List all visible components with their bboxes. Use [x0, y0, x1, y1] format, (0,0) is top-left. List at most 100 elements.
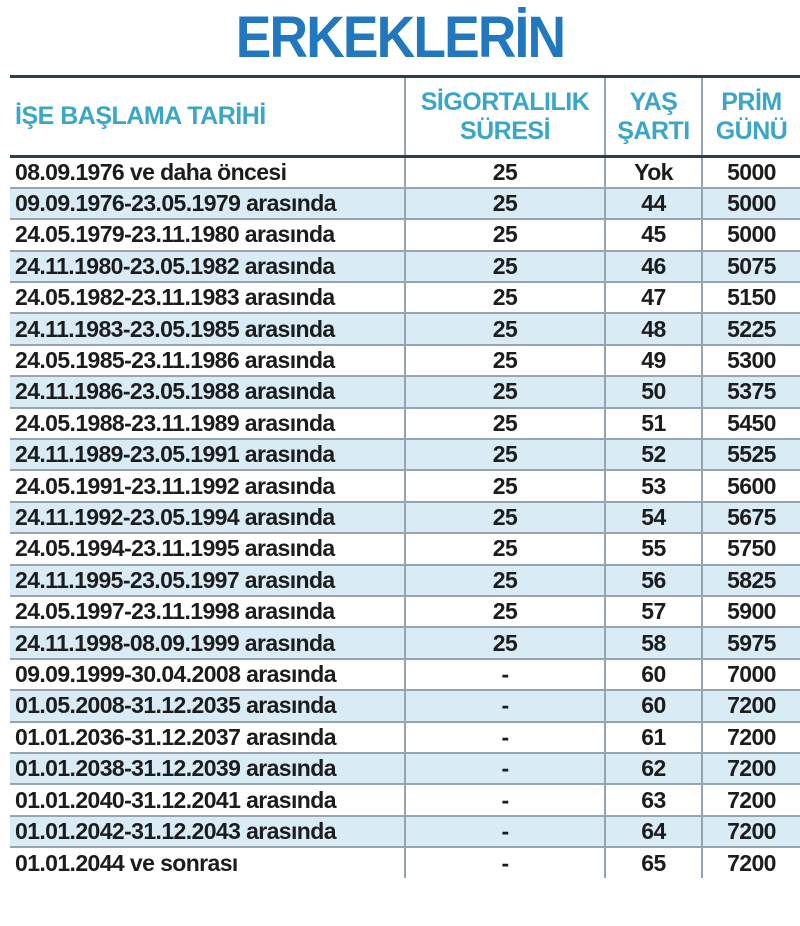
cell-insurance-period: -	[404, 751, 605, 785]
cell-start-date: 24.11.1983-23.05.1985 arasında	[10, 312, 405, 345]
cell-insurance-period: 25	[404, 532, 605, 565]
table-row: 24.05.1979-23.11.1980 arasında 25 45 5000	[10, 218, 800, 251]
cell-premium-days: 7000	[701, 657, 800, 691]
cell-start-date: 24.05.1994-23.11.1995 arasında	[10, 532, 405, 565]
cell-premium-days: 7200	[701, 783, 800, 816]
table-row: 24.11.1995-23.05.1997 arasında 25 56 5825	[10, 563, 800, 596]
cell-age-requirement: 65	[604, 846, 702, 879]
cell-start-date: 09.09.1999-30.04.2008 arasında	[10, 657, 405, 691]
page-title: ERKEKLERİN	[235, 5, 566, 70]
cell-start-date: 09.09.1976-23.05.1979 arasında	[10, 186, 405, 220]
cell-start-date: 01.01.2036-31.12.2037 arasında	[10, 720, 405, 753]
cell-start-date: 08.09.1976 ve daha öncesi	[15, 158, 287, 185]
cell-start-date: 24.11.1992-23.05.1994 arasında	[10, 500, 405, 534]
cell-premium-days: 5000	[701, 156, 800, 188]
cell-insurance-period: 25	[404, 469, 605, 502]
cell-age-requirement: 52	[604, 438, 702, 471]
cell-age-requirement: 60	[604, 657, 702, 691]
cell-age-requirement: 54	[604, 500, 702, 534]
table-row: 24.05.1991-23.11.1992 arasında 25 53 5600	[10, 469, 800, 502]
cell-start-date: 24.05.1979-23.11.1980 arasında	[10, 218, 405, 251]
cell-start-date: 01.01.2044 ve sonrası	[10, 846, 405, 879]
table-row: 24.05.1997-23.11.1998 arasında 25 57 5900	[10, 594, 800, 628]
table-row: 01.01.2038-31.12.2039 arasında -62 7200	[10, 751, 800, 785]
cell-age-requirement: 47	[604, 281, 702, 314]
cell-insurance-period: 25	[404, 438, 605, 471]
cell-age-requirement: 48	[604, 312, 702, 345]
cell-insurance-period: 25	[404, 375, 605, 408]
cell-age-requirement: 44	[604, 186, 702, 220]
cell-age-requirement: 50	[604, 375, 702, 408]
cell-insurance-period: 25	[404, 312, 605, 345]
cell-start-date: 24.05.1991-23.11.1992 arasında	[10, 469, 405, 502]
table-header: İŞE BAŞLAMA TARİHİ SİGORTALILIK SÜRESİ Y…	[10, 76, 800, 158]
table-row: 09.09.1999-30.04.2008 arasında -60 7000	[10, 657, 800, 691]
cell-insurance-period: 25	[404, 563, 605, 596]
cell-premium-days: 7200	[701, 751, 800, 785]
cell-start-date: 24.05.1997-23.11.1998 arasında	[10, 594, 405, 628]
cell-start-date: 01.01.2042-31.12.2043 arasında	[10, 814, 405, 848]
table-row: 01.01.2036-31.12.2037 arasında -61 7200	[10, 720, 800, 753]
cell-age-requirement: 61	[604, 720, 702, 753]
cell-premium-days: 5075	[701, 249, 800, 283]
table-row: 24.05.1985-23.11.1986 arasında 25 49 5300	[10, 343, 800, 377]
cell-premium-days: 5450	[701, 406, 800, 440]
cell-age-requirement: 53	[604, 469, 702, 502]
cell-age-requirement: 64	[604, 814, 702, 848]
table-row: 24.11.1983-23.05.1985 arasında 25 48 5225	[10, 312, 800, 345]
cell-insurance-period: 25	[404, 186, 605, 220]
cell-insurance-period: -	[404, 720, 605, 753]
cell-premium-days: 5375	[701, 375, 800, 408]
cell-premium-days: 5225	[701, 312, 800, 345]
cell-insurance-period: -	[404, 783, 605, 816]
cell-insurance-period: 25	[404, 594, 605, 628]
header-insurance-period: SİGORTALILIK SÜRESİ	[404, 76, 605, 158]
cell-age-requirement: 56	[604, 563, 702, 596]
cell-age-requirement: 63	[604, 783, 702, 816]
cell-age-requirement: 60	[604, 689, 702, 722]
cell-insurance-period: 25	[404, 249, 605, 283]
header-premium-days: PRİM GÜNÜ	[701, 76, 800, 158]
cell-start-date: 24.11.1998-08.09.1999 arasında	[10, 626, 405, 659]
table-row: 24.05.1988-23.11.1989 arasında 25 51 5450	[10, 406, 800, 440]
cell-start-date: 01.01.2040-31.12.2041 arasında	[10, 783, 405, 816]
cell-premium-days: 5975	[701, 626, 800, 659]
cell-insurance-period: 25	[404, 406, 605, 440]
cell-insurance-period: 25	[404, 343, 605, 377]
cell-insurance-period: 25	[404, 281, 605, 314]
cell-age-requirement: 49	[604, 343, 702, 377]
cell-age-requirement: 55	[604, 532, 702, 565]
cell-insurance-period: -	[404, 846, 605, 879]
cell-age-requirement: 45	[604, 218, 702, 251]
cell-start-date: 24.05.1982-23.11.1983 arasında	[10, 281, 405, 314]
cell-age-requirement: 62	[604, 751, 702, 785]
cell-age-requirement: Yok	[604, 156, 702, 188]
cell-premium-days: 5675	[701, 500, 800, 534]
cell-age-requirement: 46	[604, 249, 702, 283]
table-body: 08.09.1976 ve daha öncesi 25 Yok 5000 09.09.…	[10, 156, 800, 879]
cell-start-date: 01.01.2038-31.12.2039 arasında	[10, 751, 405, 785]
table-row: 01.01.2042-31.12.2043 arasında -64 7200	[10, 814, 800, 848]
cell-start-date: 24.11.1995-23.05.1997 arasında	[10, 563, 405, 596]
table-row: 24.11.1989-23.05.1991 arasında 25 52 5525	[10, 438, 800, 471]
table-row: 09.09.1976-23.05.1979 arasında 25 44 5000	[10, 186, 800, 220]
cell-age-requirement: 51	[604, 406, 702, 440]
cell-insurance-period: 25	[404, 500, 605, 534]
cell-start-date: 24.05.1985-23.11.1986 arasında	[10, 343, 405, 377]
cell-insurance-period: 25	[404, 156, 605, 188]
header-start-date: İŞE BAŞLAMA TARİHİ	[10, 76, 405, 158]
table-row: 24.11.1986-23.05.1988 arasında 25 50 5375	[10, 375, 800, 408]
cell-premium-days: 5600	[701, 469, 800, 502]
table-row: 24.05.1982-23.11.1983 arasında 25 47 5150	[10, 281, 800, 314]
cell-start-date: 24.05.1988-23.11.1989 arasında	[10, 406, 405, 440]
cell-premium-days: 5150	[701, 281, 800, 314]
cell-age-requirement: 57	[604, 594, 702, 628]
cell-premium-days: 7200	[701, 814, 800, 848]
header-age-requirement: YAŞ ŞARTI	[604, 76, 702, 158]
cell-premium-days: 5300	[701, 343, 800, 377]
cell-premium-days: 7200	[701, 846, 800, 879]
cell-start-date: 24.11.1980-23.05.1982 arasında	[10, 249, 405, 283]
cell-start-date: 01.05.2008-31.12.2035 arasında	[10, 689, 405, 722]
cell-premium-days: 5000	[701, 218, 800, 251]
retirement-table: İŞE BAŞLAMA TARİHİ SİGORTALILIK SÜRESİ Y…	[10, 75, 800, 879]
